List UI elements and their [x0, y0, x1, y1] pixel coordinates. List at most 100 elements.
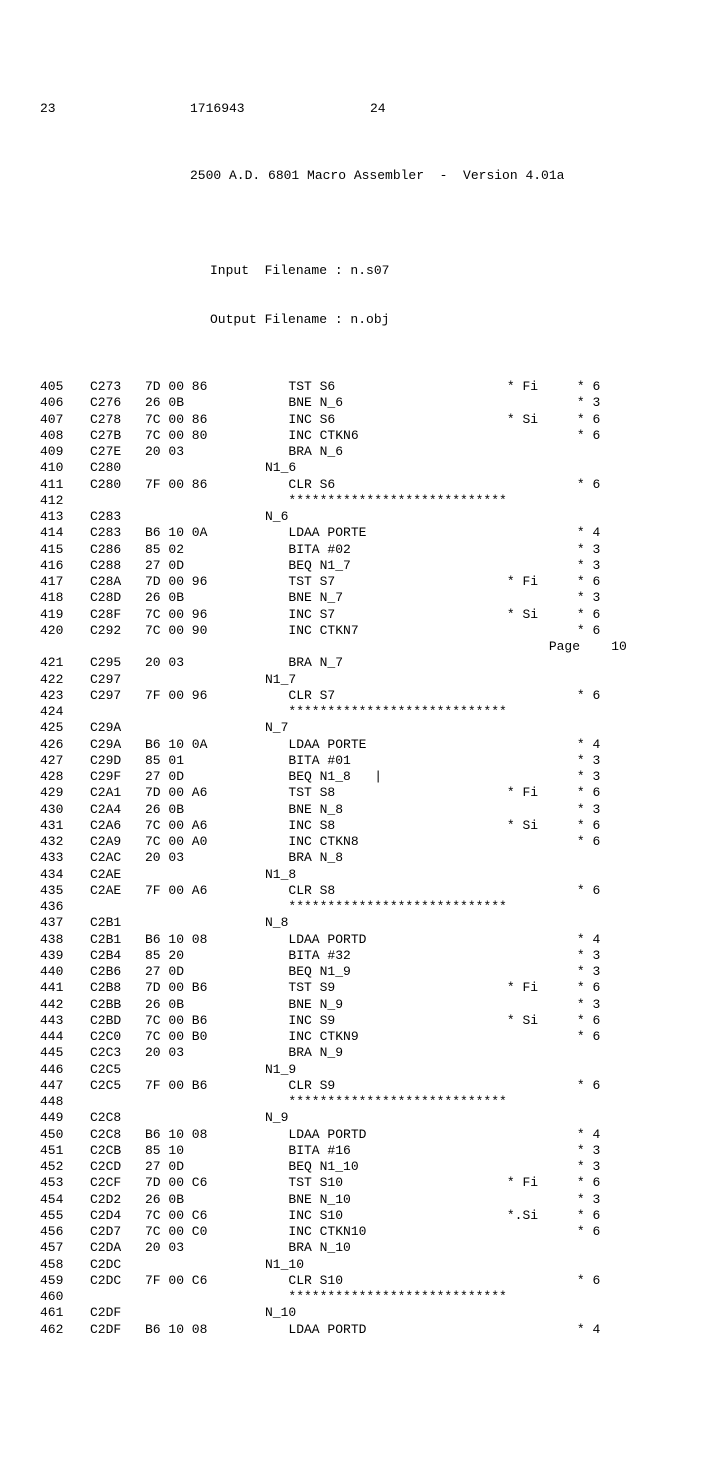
col-line: 417	[40, 574, 90, 590]
col-addr: C2DF	[90, 1305, 145, 1321]
listing-row: 435C2AE7F 00 A6 CLR S8* 6	[40, 883, 627, 899]
col-addr	[90, 493, 145, 509]
col-addr: C2C0	[90, 1029, 145, 1045]
col-cycles	[577, 915, 627, 931]
col-hex: 7F 00 86	[145, 477, 265, 493]
col-line: 424	[40, 704, 90, 720]
col-cycles: * 4	[577, 1127, 627, 1143]
col-addr: C276	[90, 395, 145, 411]
col-cycles	[577, 1110, 627, 1126]
col-line: 415	[40, 542, 90, 558]
col-source: TST S6	[265, 379, 507, 395]
col-addr: C297	[90, 672, 145, 688]
listing-row: 452C2CD27 0D BEQ N1_10* 3	[40, 1159, 627, 1175]
col-source: BNE N_10	[265, 1192, 507, 1208]
listing-row: 428C29F27 0D BEQ N1_8 |* 3	[40, 769, 627, 785]
listing-row: 406C27626 0B BNE N_6* 3	[40, 395, 627, 411]
col-addr: C273	[90, 379, 145, 395]
col-comment	[507, 720, 577, 736]
col-addr: C27B	[90, 428, 145, 444]
col-line: 426	[40, 737, 90, 753]
col-line: 435	[40, 883, 90, 899]
col-comment	[507, 1322, 577, 1338]
col-addr: C2CF	[90, 1175, 145, 1191]
col-cycles: * 4	[577, 737, 627, 753]
col-hex: 27 0D	[145, 769, 265, 785]
col-hex: 27 0D	[145, 558, 265, 574]
col-hex	[145, 1094, 265, 1110]
col-comment	[507, 932, 577, 948]
output-filename: Output Filename : n.obj	[210, 312, 667, 328]
col-hex: 26 0B	[145, 997, 265, 1013]
col-cycles: * 6	[577, 1078, 627, 1094]
col-cycles	[577, 509, 627, 525]
col-source: N1_10	[265, 1257, 507, 1273]
col-comment	[507, 623, 577, 639]
col-source: LDAA PORTE	[265, 737, 507, 753]
col-cycles: * 6	[577, 379, 627, 395]
listing-row: 451C2CB85 10 BITA #16* 3	[40, 1143, 627, 1159]
listing-row: 414C283B6 10 0A LDAA PORTE* 4	[40, 525, 627, 541]
col-addr: C286	[90, 542, 145, 558]
col-hex	[145, 899, 265, 915]
col-comment	[507, 948, 577, 964]
col-line: 446	[40, 1062, 90, 1078]
col-addr: C28F	[90, 607, 145, 623]
col-source: CLR S7	[265, 688, 507, 704]
col-addr: C2DA	[90, 1240, 145, 1256]
col-cycles	[577, 672, 627, 688]
col-addr: C29A	[90, 720, 145, 736]
col-hex: 26 0B	[145, 395, 265, 411]
listing-row: 411C2807F 00 86 CLR S6* 6	[40, 477, 627, 493]
col-line: 439	[40, 948, 90, 964]
col-line: 443	[40, 1013, 90, 1029]
listing-row: 416C28827 0D BEQ N1_7* 3	[40, 558, 627, 574]
col-line: 451	[40, 1143, 90, 1159]
col-source: INC CTKN8	[265, 834, 507, 850]
listing-row: 441C2B87D 00 B6 TST S9* Fi* 6	[40, 980, 627, 996]
page-indicator: Page 10	[40, 639, 627, 655]
col-comment	[507, 444, 577, 460]
col-line: 461	[40, 1305, 90, 1321]
col-addr: C292	[90, 623, 145, 639]
col-line: 437	[40, 915, 90, 931]
listing-row: 460 ****************************	[40, 1289, 627, 1305]
col-addr	[90, 1289, 145, 1305]
listing-row: 407C2787C 00 86 INC S6* Si* 6	[40, 412, 627, 428]
col-line: 434	[40, 867, 90, 883]
col-comment	[507, 964, 577, 980]
col-hex: 20 03	[145, 444, 265, 460]
col-cycles: * 6	[577, 428, 627, 444]
col-line: 430	[40, 802, 90, 818]
col-hex	[145, 1289, 265, 1305]
col-hex: 20 03	[145, 1240, 265, 1256]
listing-row: 449C2C8N_9	[40, 1110, 627, 1126]
col-source: INC S7	[265, 607, 507, 623]
col-source: INC S8	[265, 818, 507, 834]
col-cycles: * 3	[577, 542, 627, 558]
col-line: 420	[40, 623, 90, 639]
col-line: 457	[40, 1240, 90, 1256]
col-comment	[507, 883, 577, 899]
col-cycles: * 6	[577, 785, 627, 801]
col-cycles: * 4	[577, 1322, 627, 1338]
col-line: 444	[40, 1029, 90, 1045]
listing-row: 453C2CF7D 00 C6 TST S10* Fi* 6	[40, 1175, 627, 1191]
col-cycles: * 6	[577, 1273, 627, 1289]
col-source: BNE N_6	[265, 395, 507, 411]
col-addr: C28A	[90, 574, 145, 590]
col-cycles	[577, 1045, 627, 1061]
col-comment	[507, 1192, 577, 1208]
col-hex: 85 01	[145, 753, 265, 769]
col-addr: C2AC	[90, 850, 145, 866]
listing-row: 420C2927C 00 90 INC CTKN7* 6	[40, 623, 627, 639]
listing-row: 432C2A97C 00 A0 INC CTKN8* 6	[40, 834, 627, 850]
col-source: INC S10	[265, 1208, 507, 1224]
listing-row: 419C28F7C 00 96 INC S7* Si* 6	[40, 607, 627, 623]
col-source: ****************************	[265, 704, 507, 720]
col-line: 408	[40, 428, 90, 444]
col-hex: B6 10 0A	[145, 737, 265, 753]
col-comment	[507, 769, 577, 785]
col-comment: * Fi	[507, 980, 577, 996]
col-addr: C2BB	[90, 997, 145, 1013]
